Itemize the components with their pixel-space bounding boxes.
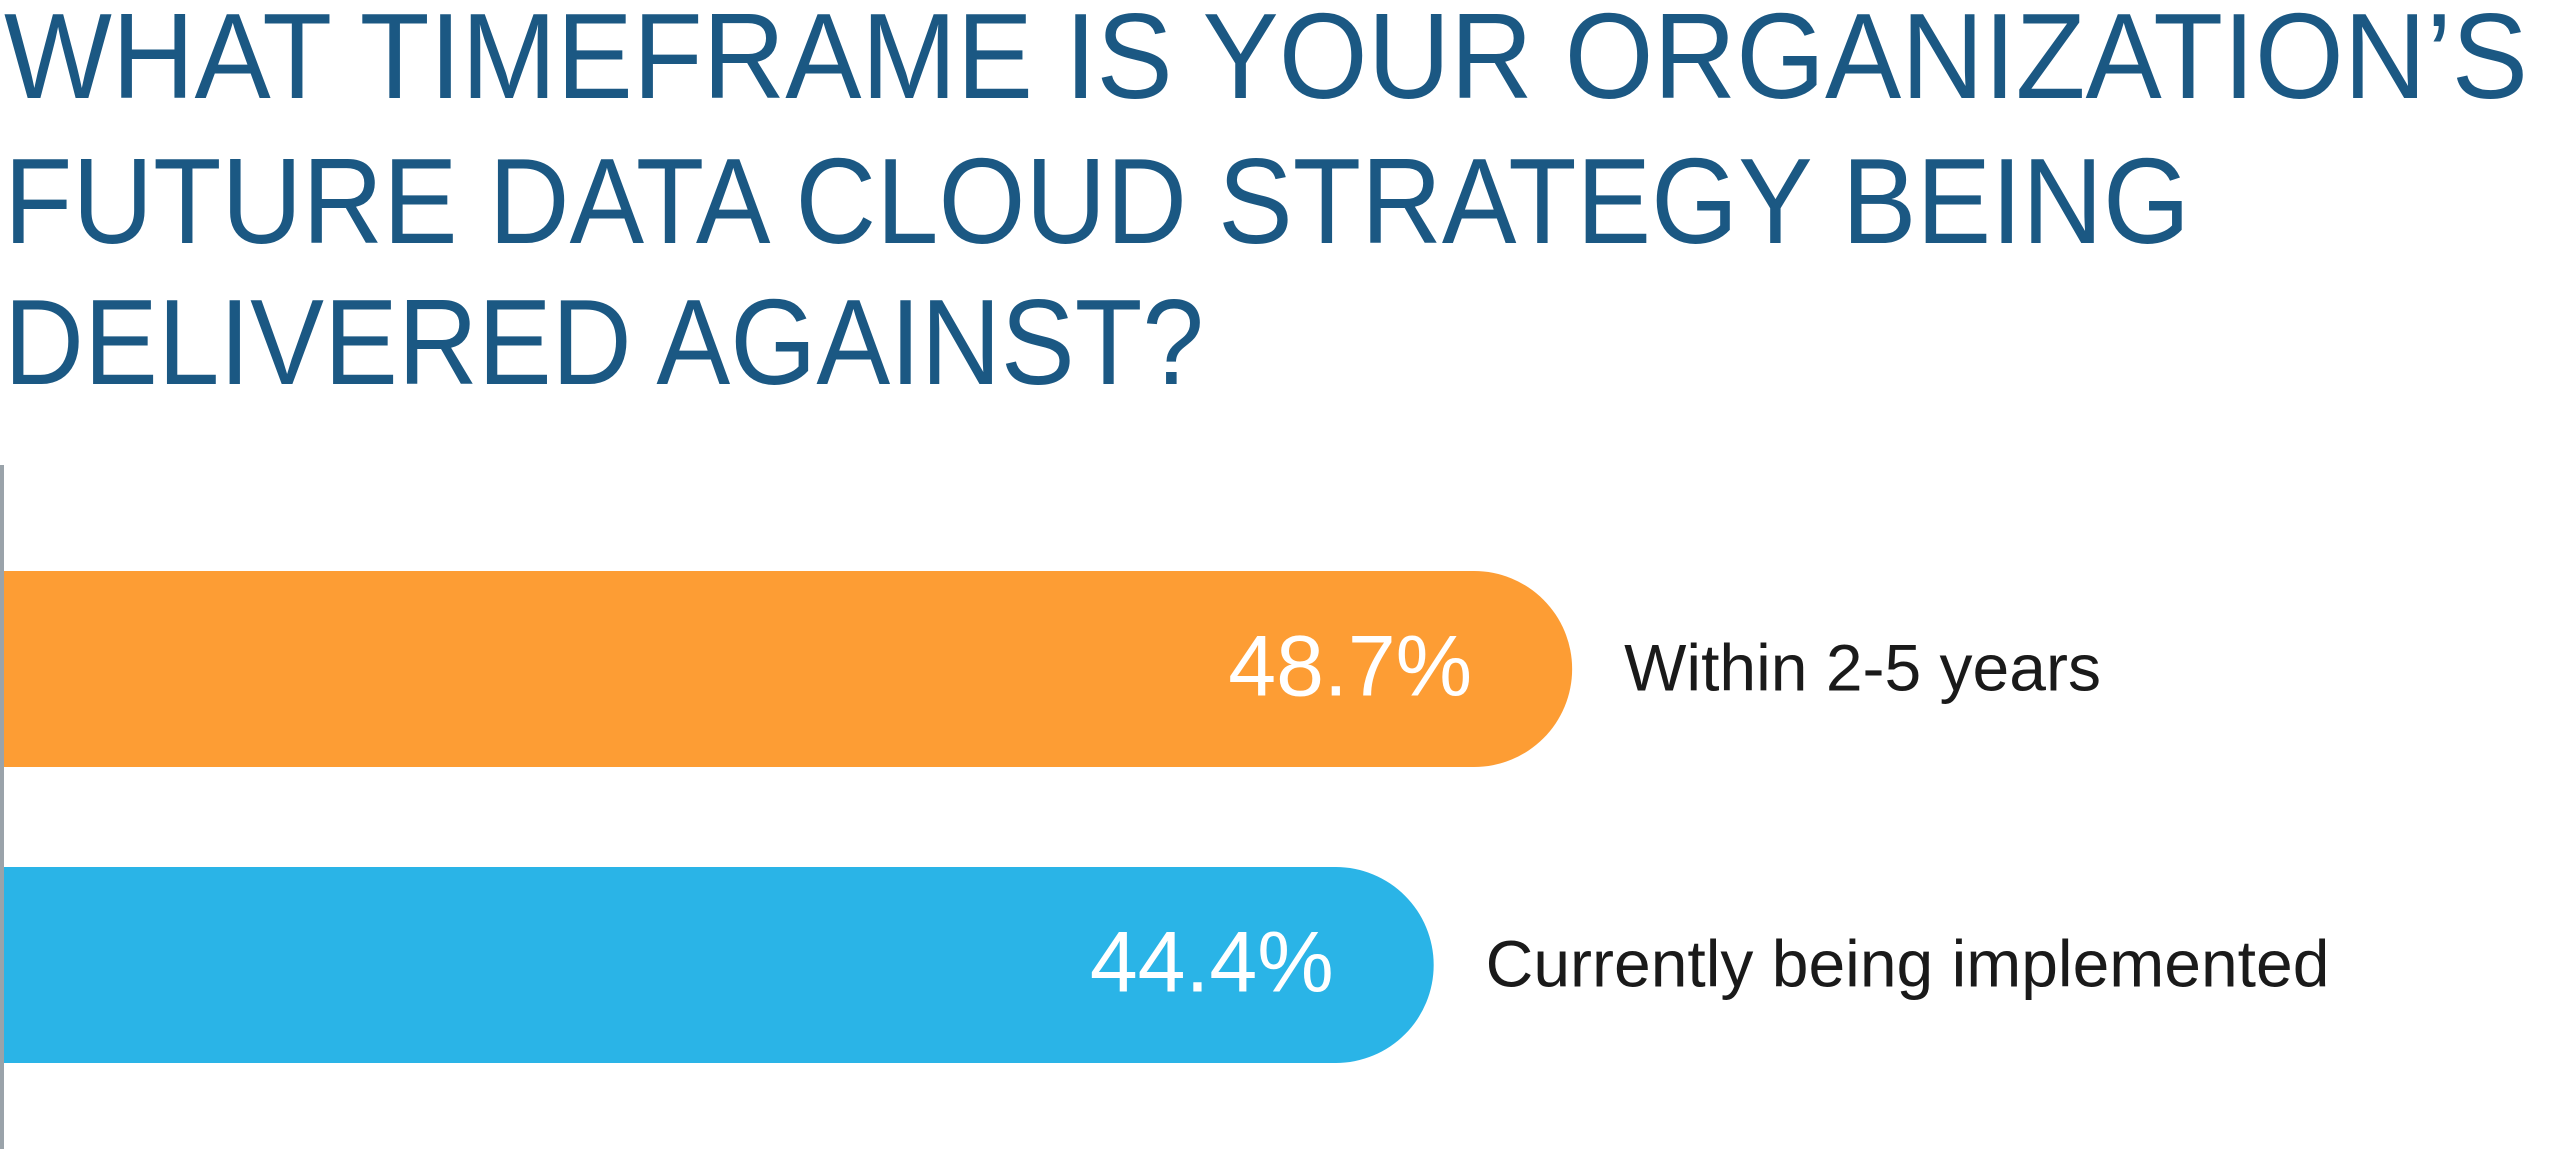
chart-title: DELIVERED AGAINST? xyxy=(4,274,1204,410)
category-label: Within 2-5 years xyxy=(1624,630,2101,704)
bar xyxy=(4,866,1434,1063)
chart-title: FUTURE DATA CLOUD STRATEGY BEING xyxy=(4,133,2190,269)
bar xyxy=(4,571,1573,767)
category-label: Currently being implemented xyxy=(1486,926,2330,1000)
value-label: 44.4% xyxy=(1090,915,1334,1011)
value-label: 48.7% xyxy=(1228,619,1472,715)
chart-title: WHAT TIMEFRAME IS YOUR ORGANIZATION’S xyxy=(4,0,2528,124)
